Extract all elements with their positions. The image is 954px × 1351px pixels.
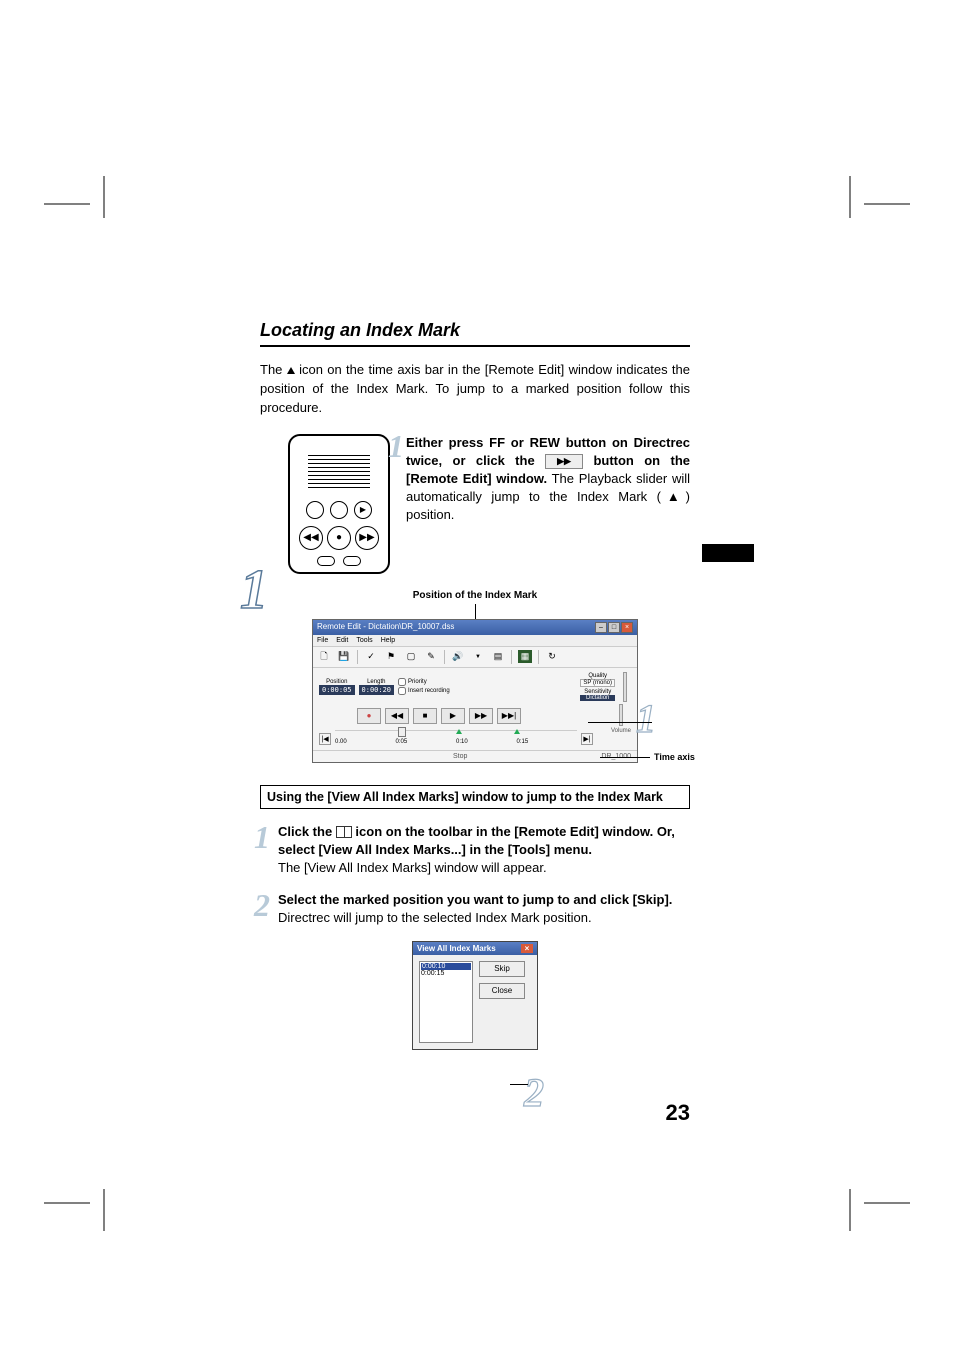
- position-value: 0:00:05: [319, 685, 355, 695]
- erase-icon[interactable]: ✎: [424, 650, 438, 663]
- callout-number-2: 2: [524, 1069, 544, 1116]
- callout-line: [510, 1084, 528, 1085]
- section-title: Locating an Index Mark: [260, 320, 690, 347]
- callout-line: [600, 757, 650, 758]
- list-item[interactable]: 0:00:15: [421, 970, 471, 977]
- transport-controls: ● ◀◀ ■ ▶ ▶▶ ▶▶|: [313, 706, 637, 728]
- index-mark-icon: [456, 729, 462, 734]
- save-icon[interactable]: 💾: [337, 650, 351, 663]
- step-number-large: 1: [240, 558, 268, 622]
- page-edge-tab: [702, 544, 754, 562]
- new-icon[interactable]: 🗋: [317, 650, 331, 663]
- triangle-up-icon: [287, 367, 295, 374]
- menu-tools[interactable]: Tools: [356, 637, 372, 644]
- list-item[interactable]: 0:00:10: [421, 963, 471, 970]
- index-marks-icon: [336, 826, 352, 838]
- sensitivity-slider[interactable]: [623, 672, 627, 702]
- length-box: Length 0:00:20: [359, 679, 395, 695]
- dialog-titlebar: View All Index Marks ×: [413, 942, 537, 955]
- substep-2: 2 Select the marked position you want to…: [260, 891, 690, 927]
- index-marks-list[interactable]: 0:00:10 0:00:15: [419, 961, 473, 1043]
- subsection-title: Using the [View All Index Marks] window …: [260, 785, 690, 809]
- doc-icon[interactable]: ▤: [491, 650, 505, 663]
- page-number: 23: [666, 1100, 690, 1126]
- close-icon[interactable]: ×: [621, 622, 633, 633]
- time-axis-row: |◀ 0.00 0:05 0:10 0:15 ▶|: [313, 728, 637, 750]
- page-content: Locating an Index Mark The icon on the t…: [260, 320, 690, 1050]
- play-button[interactable]: ▶: [441, 708, 465, 724]
- record-button[interactable]: ●: [357, 708, 381, 724]
- refresh-icon[interactable]: ↻: [545, 650, 559, 663]
- book-icon[interactable]: ▢: [404, 650, 418, 663]
- directrec-device-illustration: ▶ ◀◀●▶▶: [288, 434, 390, 574]
- quality-box: Quality SP (mono) Sensitivity Dictation: [580, 673, 615, 701]
- intro-text: The icon on the time axis bar in the [Re…: [260, 361, 690, 418]
- step-1-row: ▶ ◀◀●▶▶ 1 Either press FF or REW button …: [260, 434, 690, 574]
- view-icon[interactable]: ▦: [518, 650, 532, 663]
- statusbar: Stop DR_1000: [313, 750, 637, 762]
- check-icon[interactable]: ✓: [364, 650, 378, 663]
- dialog-title: View All Index Marks: [417, 944, 496, 953]
- step-number-small: 1: [388, 428, 404, 465]
- time-axis-label: Time axis: [654, 752, 695, 762]
- menu-edit[interactable]: Edit: [336, 637, 348, 644]
- flag-icon[interactable]: ⚑: [384, 650, 398, 663]
- callout-number-1: 1: [636, 695, 656, 742]
- controls-row: Position 0:00:05 Length 0:00:20 Priority…: [313, 668, 637, 706]
- insert-recording-checkbox[interactable]: Insert recording: [398, 687, 450, 695]
- step-1-text: 1 Either press FF or REW button on Direc…: [406, 434, 690, 574]
- ff-button[interactable]: ▶▶: [469, 708, 493, 724]
- view-all-index-marks-dialog: View All Index Marks × 0:00:10 0:00:15 S…: [412, 941, 538, 1050]
- minimize-icon[interactable]: –: [595, 622, 607, 633]
- index-mark-icon: [514, 729, 520, 734]
- window-title: Remote Edit - Dictation\DR_10007.dss: [317, 622, 454, 633]
- substep-1: 1 Click the icon on the toolbar in the […: [260, 823, 690, 878]
- volume-box: Volume: [611, 704, 631, 734]
- priority-checkbox[interactable]: Priority: [398, 678, 450, 686]
- length-value: 0:00:20: [359, 685, 395, 695]
- close-button[interactable]: Close: [479, 983, 525, 999]
- toolbar: 🗋 💾 ✓ ⚑ ▢ ✎ 🔊 ▼ ▤ ▦ ↻: [313, 647, 637, 668]
- step-number: 2: [254, 887, 270, 924]
- rewind-button[interactable]: ◀◀: [385, 708, 409, 724]
- menubar: File Edit Tools Help: [313, 635, 637, 647]
- playback-slider[interactable]: [398, 727, 406, 737]
- skip-end-button[interactable]: ▶|: [581, 733, 593, 745]
- skip-button[interactable]: Skip: [479, 961, 525, 977]
- status-text: Stop: [453, 753, 467, 760]
- close-icon[interactable]: ×: [521, 944, 533, 953]
- skip-fwd-button[interactable]: ▶▶|: [497, 708, 521, 724]
- menu-file[interactable]: File: [317, 637, 328, 644]
- time-axis-track[interactable]: 0.00 0:05 0:10 0:15: [335, 730, 577, 748]
- menu-help[interactable]: Help: [381, 637, 395, 644]
- stop-button[interactable]: ■: [413, 708, 437, 724]
- remote-edit-caption: Position of the Index Mark: [260, 590, 690, 601]
- callout-line: [588, 722, 652, 723]
- window-controls: –□×: [595, 622, 633, 633]
- ff-button-icon: ▶▶: [545, 454, 583, 469]
- skip-start-button[interactable]: |◀: [319, 733, 331, 745]
- position-box: Position 0:00:05: [319, 679, 355, 695]
- remote-edit-window: Remote Edit - Dictation\DR_10007.dss –□×…: [312, 619, 638, 763]
- titlebar: Remote Edit - Dictation\DR_10007.dss –□×: [313, 620, 637, 635]
- speaker-icon[interactable]: 🔊: [451, 650, 465, 663]
- step-number: 1: [254, 819, 270, 856]
- maximize-icon[interactable]: □: [608, 622, 620, 633]
